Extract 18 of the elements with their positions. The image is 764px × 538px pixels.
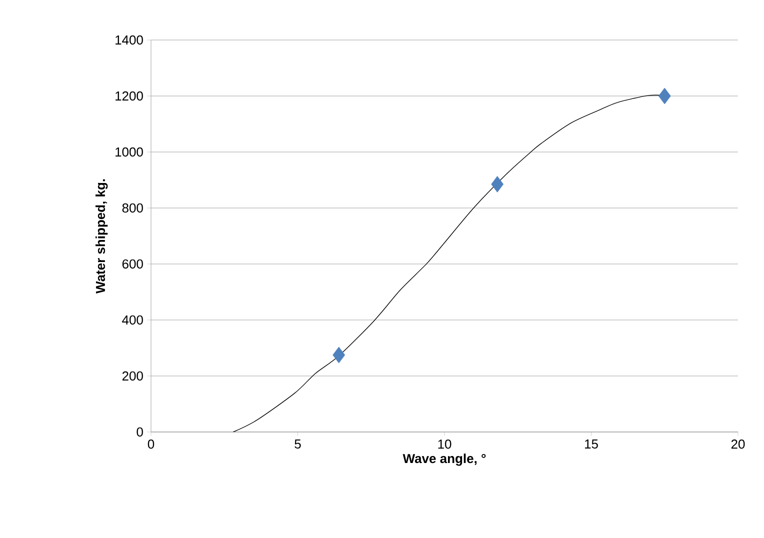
point [332,346,346,364]
x-tick-label: 15 [585,440,598,449]
y-tick-label: 1400 [116,35,143,45]
x-tick-label: 10 [438,440,452,449]
point [658,88,671,104]
y-tick-label: 1000 [116,147,143,157]
y-tick-label: 0 [136,427,143,437]
y-axis-title: Water shipped, kg. [96,179,108,294]
x-tick-label: 0 [148,440,154,449]
y-tick-label: 800 [122,203,143,213]
y-tick-label: 200 [122,371,143,381]
y-tick-label: 600 [122,259,143,269]
x-axis-title: Wave angle, ° [402,454,486,466]
point [491,176,504,192]
x-tick-label: 20 [731,440,745,449]
y-tick-label: 1200 [116,91,143,101]
x-tick-label: 5 [294,440,301,449]
y-tick-label: 400 [122,315,143,325]
